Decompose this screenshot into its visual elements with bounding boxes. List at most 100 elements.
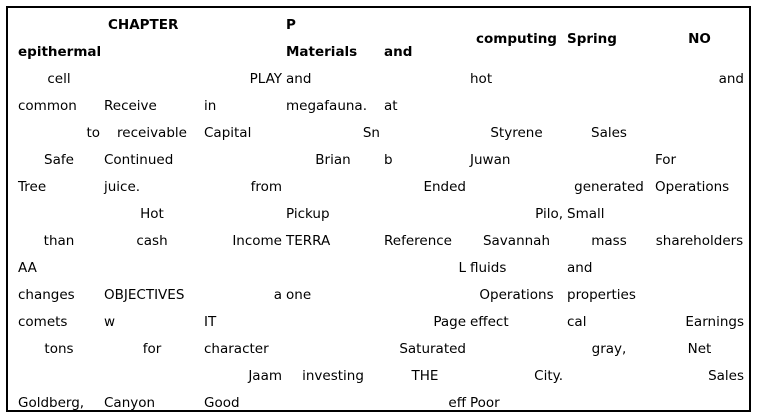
table-cell: in xyxy=(204,98,217,114)
table-cell xyxy=(284,255,382,282)
table-cell: and xyxy=(286,71,312,87)
table-cell: Tree xyxy=(18,179,47,195)
table-cell: generated xyxy=(574,179,644,195)
table-row: than cash Income TERRA Reference Savanna… xyxy=(16,228,746,255)
data-table: CHAPTER P computing Spring NO epithermal… xyxy=(16,12,746,417)
table-cell: to xyxy=(86,125,100,141)
table-cell: Continued xyxy=(104,152,174,168)
table-cell: Operations xyxy=(479,287,554,303)
table-cell xyxy=(565,66,653,93)
table-cell: properties xyxy=(567,287,636,303)
table-cell: Safe xyxy=(44,152,74,168)
table-cell xyxy=(202,147,284,174)
header-cell xyxy=(102,39,202,66)
table-cell: TERRA xyxy=(286,233,331,249)
table-cell xyxy=(382,120,468,147)
header-cell: computing xyxy=(476,30,557,47)
table-cell: Good xyxy=(204,395,240,411)
table-cell xyxy=(468,174,565,201)
table-cell: Net xyxy=(687,341,712,357)
table-cell: common xyxy=(18,98,77,114)
table-row: Tree juice. from Ended generated Operati… xyxy=(16,174,746,201)
table-cell: cal xyxy=(567,314,587,330)
table-cell xyxy=(102,66,202,93)
table-row: Jaam investing THE City. Sales xyxy=(16,363,746,390)
header-cell: NO xyxy=(688,30,711,47)
header-cell xyxy=(202,39,284,66)
table-cell xyxy=(382,282,468,309)
header-row: CHAPTER P computing Spring NO xyxy=(16,12,746,47)
table-cell: juice. xyxy=(104,179,141,195)
header-cell xyxy=(382,12,468,39)
table-cell: cash xyxy=(136,233,168,249)
table-cell xyxy=(382,66,468,93)
table-cell: Canyon xyxy=(104,395,156,411)
table-cell xyxy=(202,201,284,228)
table-cell: THE xyxy=(411,368,439,384)
table-cell: eff xyxy=(448,395,466,411)
table-cell xyxy=(468,93,565,120)
table-cell xyxy=(284,336,382,363)
table-cell: Ended xyxy=(423,179,466,195)
table-cell: PLAY xyxy=(249,71,282,87)
table-cell: Reference xyxy=(384,233,452,249)
table-cell: City. xyxy=(534,368,563,384)
table-cell: gray, xyxy=(591,341,627,357)
table-cell xyxy=(653,201,746,228)
header-cell: epithermal xyxy=(18,44,102,60)
table-cell: and xyxy=(718,71,744,87)
table-cell xyxy=(382,201,468,228)
table-cell xyxy=(565,363,653,390)
table-cell: Sales xyxy=(708,368,744,384)
table-cell: mass xyxy=(591,233,627,249)
table-cell: cell xyxy=(47,71,71,87)
table-row: changes OBJECTIVES a one Operations prop… xyxy=(16,282,746,309)
table-cell: Pilo, xyxy=(535,206,563,222)
table-cell: a xyxy=(273,287,282,303)
table-cell: Earnings xyxy=(685,314,744,330)
table-cell: L xyxy=(458,260,466,276)
table-cell: comets xyxy=(18,314,68,330)
table-cell: investing xyxy=(302,368,364,384)
table-cell: fluids xyxy=(470,260,507,276)
table-cell: Page xyxy=(433,314,466,330)
table-cell xyxy=(102,255,202,282)
header-cell: CHAPTER xyxy=(108,17,179,33)
table-cell xyxy=(653,255,746,282)
table-cell: Capital xyxy=(204,125,252,141)
table-cell: tons xyxy=(44,341,74,357)
table-cell: one xyxy=(286,287,312,303)
table-cell: OBJECTIVES xyxy=(104,287,185,303)
table-cell: Operations xyxy=(655,179,730,195)
table-frame: CHAPTER P computing Spring NO epithermal… xyxy=(6,6,751,412)
table-row: Goldberg, Canyon Good eff Poor xyxy=(16,390,746,417)
table-cell xyxy=(653,282,746,309)
table-cell xyxy=(565,93,653,120)
table-cell: Pickup xyxy=(286,206,330,222)
table-cell: For xyxy=(655,152,677,168)
header-cell: and xyxy=(384,44,413,60)
table-cell: and xyxy=(567,260,593,276)
table-cell: Income xyxy=(232,233,282,249)
table-cell xyxy=(102,363,202,390)
table-cell xyxy=(653,120,746,147)
table-row: comets w IT Page effect cal Earnings xyxy=(16,309,746,336)
table-cell: b xyxy=(384,152,393,168)
table-cell: Styrene xyxy=(490,125,543,141)
table-cell xyxy=(284,309,382,336)
table-cell xyxy=(16,201,102,228)
table-cell: IT xyxy=(204,314,217,330)
table-cell: AA xyxy=(18,260,37,276)
header-cell: P xyxy=(286,17,296,33)
table-row: Safe Continued Brian b Juwan For xyxy=(16,147,746,174)
table-row: cell PLAY and hot and xyxy=(16,66,746,93)
table-cell xyxy=(653,390,746,417)
header-cell xyxy=(202,12,284,39)
table-cell xyxy=(284,174,382,201)
table-cell xyxy=(468,336,565,363)
table-cell: changes xyxy=(18,287,75,303)
table-cell: Jaam xyxy=(248,368,282,384)
table-cell: for xyxy=(142,341,162,357)
table-cell: Small xyxy=(567,206,605,222)
table-cell: hot xyxy=(470,71,493,87)
